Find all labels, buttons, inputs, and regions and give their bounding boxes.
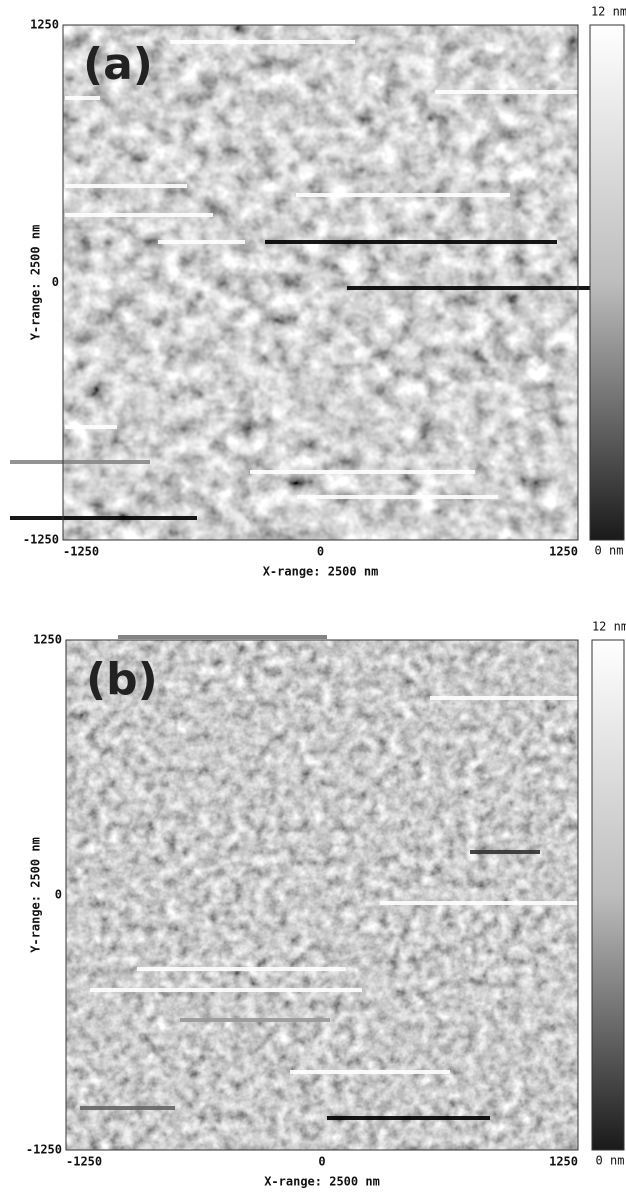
x-tick-label: 0 xyxy=(317,545,324,559)
afm-image xyxy=(63,25,578,540)
x-axis-title: X-range: 2500 nm xyxy=(263,565,379,579)
afm-panel: 12 nm 0 nm (b) 1250 0 -1250 -1250 0 1250 X-range:… xyxy=(26,620,626,1189)
x-tick-label: -1250 xyxy=(63,545,99,559)
y-axis-title: Y-range: 2500 nm xyxy=(29,837,43,953)
panel-label: (b) xyxy=(86,654,158,705)
colorbar-max: 12 nm xyxy=(591,5,626,19)
panel-label: (a) xyxy=(83,39,153,90)
y-tick-label: 0 xyxy=(52,275,59,289)
image-frame xyxy=(62,24,579,541)
y-axis-title: Y-range: 2500 nm xyxy=(29,225,43,341)
x-tick-label: 1250 xyxy=(549,1155,578,1169)
colorbar-min: 0 nm xyxy=(596,1154,625,1168)
x-tick-label: 0 xyxy=(318,1155,325,1169)
x-tick-label: -1250 xyxy=(66,1155,102,1169)
y-tick-label: 1250 xyxy=(30,18,59,32)
y-tick-label: -1250 xyxy=(23,533,59,547)
y-tick-label: -1250 xyxy=(26,1143,62,1157)
y-tick-label: 0 xyxy=(55,888,62,902)
y-tick-label: 1250 xyxy=(33,633,62,647)
colorbar xyxy=(589,24,625,541)
x-tick-label: 1250 xyxy=(549,545,578,559)
colorbar xyxy=(591,639,625,1151)
afm-panel: 12 nm 0 nm (a) 1250 0 -1250 -1250 0 1250 X-range:… xyxy=(10,5,626,579)
image-frame xyxy=(65,639,579,1151)
afm-image xyxy=(66,640,578,1150)
colorbar-min: 0 nm xyxy=(595,544,624,558)
x-axis-title: X-range: 2500 nm xyxy=(264,1175,380,1189)
colorbar-max: 12 nm xyxy=(592,620,626,634)
